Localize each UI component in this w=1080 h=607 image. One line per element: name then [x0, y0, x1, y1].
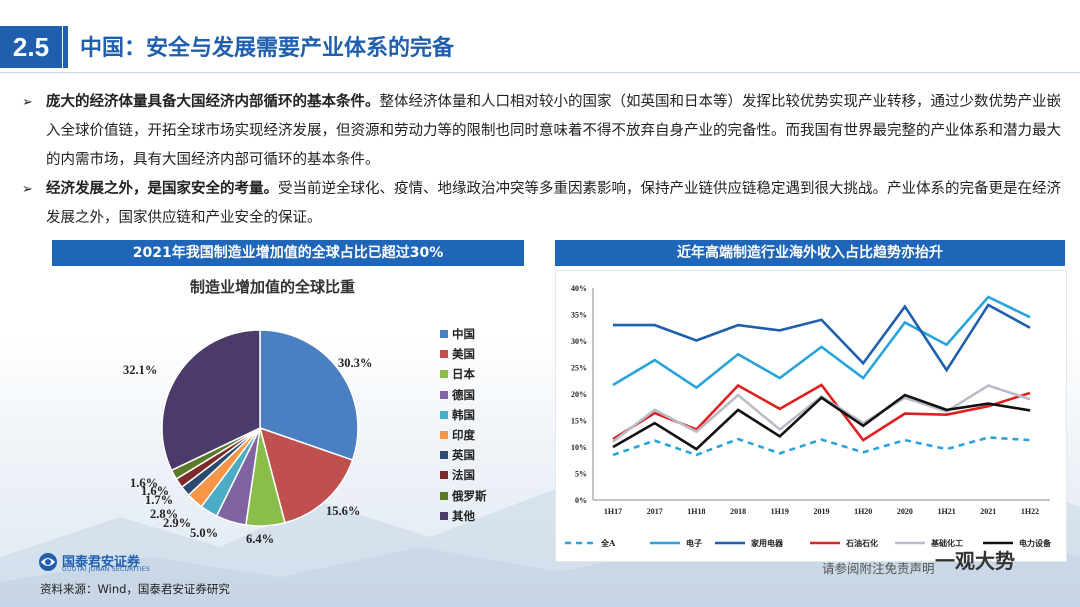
logo-text: 国泰君安证券: [62, 555, 141, 570]
header-divider: [0, 72, 1080, 73]
legend-swatch: [440, 350, 448, 359]
bullet-item-1: ➢ 庞大的经济体量具备大国经济内部循环的基本条件。整体经济体量和人口相对较小的国…: [22, 88, 1062, 175]
arrow-bullet-icon: ➢: [22, 182, 33, 197]
pie-slice-2: [258, 426, 354, 524]
legend-label: 美国: [452, 347, 475, 362]
pie-slice-10: [161, 329, 261, 472]
bullet-2-text: 受当前逆全球化、疫情、地缘政治冲突等多重因素影响，保持产业链供应链稳定遇到很大挑…: [46, 181, 1061, 226]
legend-swatch: [440, 451, 448, 460]
series-line-5: [612, 384, 1031, 443]
series-line-3: [613, 303, 1031, 373]
series-line-2: [612, 295, 1031, 390]
pie-slice-1: [259, 329, 359, 461]
x-tick-label: 1H21: [937, 507, 955, 516]
x-tick-label: 2021: [980, 507, 996, 516]
x-tick-label: 1H19: [771, 507, 789, 516]
legend-label: 韩国: [452, 407, 475, 422]
legend-label: 基础化工: [930, 538, 963, 548]
disclaimer: 请参阅附注免责声明: [822, 561, 935, 576]
legend-label: 石油石化: [845, 538, 878, 548]
legend-label: 其他: [452, 508, 475, 523]
x-tick-label: 1H20: [854, 507, 872, 516]
legend-label: 法国: [452, 468, 475, 483]
pie-value-label: 2.8%: [150, 507, 179, 521]
x-tick-label: 2018: [730, 507, 746, 516]
y-tick-label: 20%: [571, 390, 587, 399]
pie-value-label: 2.9%: [163, 516, 192, 530]
legend-label: 中国: [452, 327, 475, 341]
legend-label: 印度: [452, 428, 475, 442]
logo-icon: [39, 553, 57, 571]
series-line-6: [612, 393, 1031, 451]
pie-value-label: 1.6%: [141, 484, 170, 498]
y-tick-label: 5%: [575, 470, 587, 479]
legend-label: 全A: [600, 538, 616, 548]
pie-value-label: 30.3%: [338, 356, 373, 370]
pie-value-label: 15.6%: [326, 504, 361, 518]
pie-chart: [161, 329, 359, 527]
pie-value-label: 1.6%: [130, 476, 159, 490]
legend-label: 电子: [686, 538, 702, 548]
x-tick-label: 1H17: [604, 507, 622, 516]
bullet-1-heading: 庞大的经济体量具备大国经济内部循环的基本条件。: [46, 94, 380, 110]
legend-swatch: [440, 471, 448, 480]
legend-label: 俄罗斯: [452, 488, 487, 503]
bullet-item-2: ➢ 经济发展之外，是国家安全的考量。受当前逆全球化、疫情、地缘政治冲突等多重因素…: [22, 175, 1062, 233]
x-tick-label: 2020: [897, 507, 913, 516]
y-tick-label: 40%: [571, 284, 587, 293]
y-tick-label: 35%: [571, 311, 587, 320]
x-tick-label: 1H18: [687, 507, 705, 516]
arrow-bullet-icon: ➢: [22, 95, 33, 110]
source-note: 资料来源：Wind，国泰君安证券研究: [40, 582, 230, 596]
y-tick-label: 25%: [571, 364, 587, 373]
legend-swatch: [440, 330, 448, 338]
legend-label: 日本: [452, 367, 475, 382]
legend-swatch: [440, 390, 448, 399]
y-tick-label: 0%: [575, 496, 587, 505]
series-line-1: [612, 436, 1031, 457]
bullet-list: ➢ 庞大的经济体量具备大国经济内部循环的基本条件。整体经济体量和人口相对较小的国…: [22, 88, 1062, 233]
x-tick-label: 2017: [647, 507, 663, 516]
y-tick-label: 10%: [571, 443, 587, 452]
watermark: 一观大势: [935, 549, 1015, 573]
right-chart-banner: 近年高端制造行业海外收入占比趋势亦抬升: [555, 240, 1065, 266]
y-tick-label: 15%: [571, 417, 587, 426]
legend-label: 英国: [452, 448, 475, 463]
legend-swatch: [440, 370, 448, 379]
y-tick-label: 30%: [571, 337, 587, 346]
x-tick-label: 2019: [814, 507, 830, 516]
header-accent-bar: [63, 26, 68, 68]
legend-swatch: [440, 431, 448, 439]
pie-value-label: 32.1%: [123, 363, 158, 377]
series-line-4: [612, 383, 1031, 442]
pie-chart-title: 制造业增加值的全球比重: [190, 278, 356, 296]
section-number: 2.5: [0, 26, 62, 68]
line-chart: 0% 5% 10% 15% 20% 25% 30% 35% 40% 1H17 2017 1H18 201…: [565, 284, 1052, 548]
legend-label: 家用电器: [751, 538, 784, 548]
legend-swatch: [440, 410, 448, 419]
legend-swatch: [440, 491, 448, 500]
legend-label: 德国: [452, 387, 475, 402]
pie-value-label: 5.0%: [190, 526, 219, 540]
line-chart-panel: [555, 270, 1067, 562]
bullet-1-text: 整体经济体量和人口相对较小的国家（如英国和日本等）发挥比较优势实现产业转移，通过…: [46, 94, 1061, 168]
legend-swatch: [440, 511, 448, 520]
pie-value-label: 6.4%: [246, 532, 275, 546]
pie-value-label: 1.7%: [145, 493, 174, 507]
left-chart-banner: 2021年我国制造业增加值的全球占比已超过30%: [52, 240, 524, 266]
page-title: 中国：安全与发展需要产业体系的完备: [80, 36, 455, 61]
x-tick-label: 1H22: [1021, 507, 1039, 516]
logo-subtext: GUOTAI JUNAN SECURITIES: [62, 566, 150, 573]
legend-label: 电力设备: [1019, 538, 1052, 548]
bullet-2-heading: 经济发展之外，是国家安全的考量。: [46, 181, 278, 197]
